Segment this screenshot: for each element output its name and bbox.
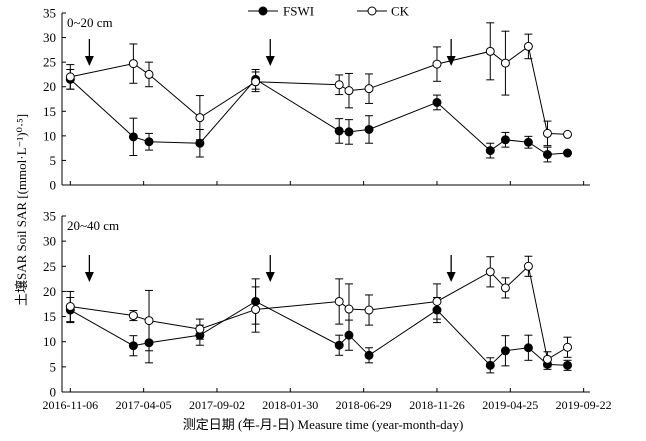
x-tick-label: 2019-04-25	[482, 398, 538, 412]
y-tick-label: 5	[50, 359, 57, 374]
event-arrow-head	[265, 56, 275, 66]
data-point-ck	[523, 41, 533, 51]
data-point-ck	[344, 304, 354, 314]
data-point-ck	[144, 316, 154, 326]
y-tick-label: 30	[43, 234, 56, 249]
data-point-fswi	[563, 360, 573, 370]
x-tick-label: 2019-09-22	[556, 398, 612, 412]
data-point-ck	[432, 296, 442, 306]
legend-fswi-marker	[258, 6, 268, 16]
event-arrow-head	[84, 56, 94, 66]
data-point-ck	[563, 342, 573, 352]
y-tick-label: 5	[50, 153, 57, 168]
y-tick-label: 25	[43, 259, 56, 274]
y-tick-label: 20	[43, 284, 56, 299]
data-point-ck	[364, 84, 374, 94]
data-point-ck	[542, 354, 552, 364]
x-tick-label: 2018-11-26	[409, 398, 465, 412]
x-axis-label: 测定日期 (年-月-日) Measure time (year-month-da…	[183, 417, 464, 432]
event-arrow-head	[446, 272, 456, 282]
data-point-ck	[65, 72, 75, 82]
data-point-fswi	[144, 137, 154, 147]
data-point-fswi	[364, 124, 374, 134]
y-tick-label: 10	[43, 334, 56, 349]
data-point-ck	[334, 296, 344, 306]
y-tick-label: 15	[43, 309, 56, 324]
y-tick-label: 15	[43, 104, 56, 119]
y-tick-label: 30	[43, 30, 56, 45]
x-tick-label: 2018-01-30	[262, 398, 318, 412]
data-point-ck	[128, 59, 138, 69]
x-tick-label: 2018-06-29	[336, 398, 392, 412]
panel-bottom: 0 5 10 15 20 25 30 35 2016-11-06 2017-04-05 2017-0…	[43, 209, 612, 413]
data-point-ck	[128, 311, 138, 321]
y-tick-label: 0	[50, 385, 57, 400]
data-point-fswi	[344, 127, 354, 137]
data-point-fswi	[500, 346, 510, 356]
data-point-ck	[344, 86, 354, 96]
data-point-ck	[500, 58, 510, 68]
x-tick-label: 2017-04-05	[116, 398, 172, 412]
data-point-fswi	[128, 132, 138, 142]
data-point-fswi	[563, 148, 573, 158]
data-point-fswi	[195, 138, 205, 148]
data-point-ck	[563, 129, 573, 139]
y-tick-label: 20	[43, 79, 56, 94]
data-point-ck	[432, 59, 442, 69]
data-point-ck	[334, 80, 344, 90]
data-point-ck	[251, 305, 261, 315]
y-axis-label: 土壤SAR Soil SAR [(mmol·L⁻¹)⁰·⁵]	[14, 114, 29, 306]
data-point-ck	[500, 283, 510, 293]
data-point-fswi	[542, 150, 552, 160]
legend: FSWI CK	[248, 4, 410, 19]
data-point-ck	[65, 302, 75, 312]
data-point-fswi	[432, 97, 442, 107]
data-point-fswi	[128, 341, 138, 351]
panel-top: 0 5 10 15 20 25 30 35	[43, 6, 590, 193]
y-tick-label: 35	[43, 209, 56, 224]
data-point-ck	[542, 128, 552, 138]
data-point-fswi	[523, 137, 533, 147]
data-point-fswi	[523, 343, 533, 353]
data-point-ck	[144, 69, 154, 79]
data-point-fswi	[485, 360, 495, 370]
data-point-ck	[485, 267, 495, 277]
panel-bottom-label: 20~40 cm	[67, 218, 119, 233]
data-point-fswi	[500, 135, 510, 145]
data-point-ck	[364, 305, 374, 315]
y-tick-label: 0	[50, 178, 57, 193]
x-tick-label: 2016-11-06	[43, 398, 99, 412]
event-arrow-head	[265, 272, 275, 282]
y-tick-label: 25	[43, 55, 56, 70]
event-arrow-head	[84, 272, 94, 282]
data-point-ck	[195, 113, 205, 123]
data-point-fswi	[334, 340, 344, 350]
legend-ck-label: CK	[391, 4, 410, 19]
data-point-fswi	[334, 126, 344, 136]
data-point-ck	[523, 261, 533, 271]
y-tick-label: 10	[43, 128, 56, 143]
series-line-fswi	[70, 300, 568, 367]
panel-top-label: 0~20 cm	[67, 15, 113, 30]
legend-fswi-label: FSWI	[283, 4, 314, 19]
data-point-ck	[195, 324, 205, 334]
legend-ck-marker	[367, 6, 377, 16]
panels: 0 5 10 15 20 25 30 35 0 5 10 15 20 25 30 35 2016-11-06 20…	[43, 6, 612, 413]
y-tick-label: 35	[43, 6, 56, 21]
data-point-ck	[251, 77, 261, 87]
data-point-ck	[485, 46, 495, 56]
series-line-ck	[70, 265, 568, 361]
data-point-fswi	[364, 350, 374, 360]
data-point-fswi	[485, 146, 495, 156]
series-line-ck	[70, 45, 568, 135]
x-tick-label: 2017-09-02	[189, 398, 245, 412]
